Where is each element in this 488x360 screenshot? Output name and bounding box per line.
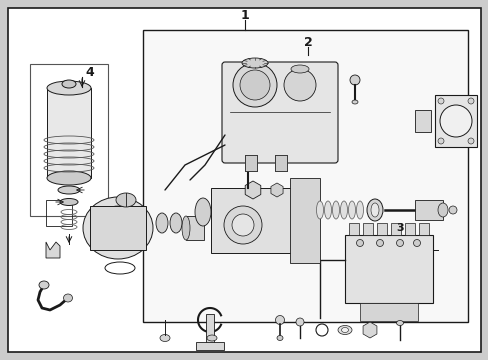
Ellipse shape <box>83 197 153 259</box>
Ellipse shape <box>206 335 217 341</box>
Bar <box>196 342 224 350</box>
Ellipse shape <box>332 201 339 219</box>
Ellipse shape <box>116 193 136 207</box>
Ellipse shape <box>62 80 76 88</box>
Circle shape <box>467 138 473 144</box>
Ellipse shape <box>47 171 91 185</box>
Ellipse shape <box>195 198 210 226</box>
Bar <box>244 155 257 171</box>
Text: 3: 3 <box>395 223 403 233</box>
Ellipse shape <box>276 336 283 341</box>
Text: 1: 1 <box>240 9 249 22</box>
Ellipse shape <box>348 201 355 219</box>
Ellipse shape <box>60 198 78 206</box>
Ellipse shape <box>340 201 347 219</box>
Bar <box>205 314 214 346</box>
Ellipse shape <box>93 206 142 250</box>
Bar <box>274 155 286 171</box>
Ellipse shape <box>448 206 456 214</box>
Ellipse shape <box>366 199 382 221</box>
Ellipse shape <box>224 206 262 244</box>
Ellipse shape <box>242 58 267 68</box>
Ellipse shape <box>356 239 363 247</box>
Bar <box>376 223 386 235</box>
Ellipse shape <box>351 100 357 104</box>
Bar <box>414 200 442 220</box>
Circle shape <box>240 70 269 100</box>
Bar <box>210 188 295 253</box>
Ellipse shape <box>156 213 168 233</box>
Bar <box>434 95 476 147</box>
Bar <box>418 223 428 235</box>
Ellipse shape <box>275 315 284 324</box>
Bar <box>404 223 414 235</box>
Text: 4: 4 <box>85 66 94 78</box>
Polygon shape <box>46 242 60 258</box>
Circle shape <box>467 98 473 104</box>
Bar <box>345 235 432 303</box>
Bar <box>362 223 372 235</box>
Ellipse shape <box>295 318 304 326</box>
Bar <box>359 303 417 321</box>
Ellipse shape <box>437 203 447 217</box>
Ellipse shape <box>58 186 80 194</box>
Ellipse shape <box>396 239 403 247</box>
Ellipse shape <box>370 203 378 217</box>
Ellipse shape <box>324 201 331 219</box>
Ellipse shape <box>337 325 351 334</box>
Ellipse shape <box>376 239 383 247</box>
Ellipse shape <box>356 201 363 219</box>
Circle shape <box>232 63 276 107</box>
Ellipse shape <box>160 334 170 342</box>
Ellipse shape <box>396 320 403 325</box>
Bar <box>46 200 72 226</box>
Ellipse shape <box>182 216 190 240</box>
Bar <box>90 206 146 250</box>
Ellipse shape <box>47 81 91 95</box>
Ellipse shape <box>349 75 359 85</box>
Bar <box>289 178 319 263</box>
Ellipse shape <box>170 213 182 233</box>
Bar <box>47 88 91 178</box>
Bar <box>348 223 358 235</box>
Bar <box>244 155 257 171</box>
Bar <box>185 216 203 240</box>
Bar <box>390 223 400 235</box>
Ellipse shape <box>413 239 420 247</box>
Ellipse shape <box>39 281 49 289</box>
Ellipse shape <box>63 294 72 302</box>
Bar <box>142 30 467 322</box>
Text: 2: 2 <box>303 36 312 49</box>
Ellipse shape <box>341 328 348 333</box>
Bar <box>30 64 108 216</box>
Circle shape <box>437 98 443 104</box>
Ellipse shape <box>290 65 308 73</box>
Bar <box>274 155 286 171</box>
FancyBboxPatch shape <box>222 62 337 163</box>
Circle shape <box>284 69 315 101</box>
Circle shape <box>439 105 471 137</box>
Ellipse shape <box>231 214 253 236</box>
Ellipse shape <box>316 201 323 219</box>
Circle shape <box>437 138 443 144</box>
Bar <box>414 110 430 132</box>
